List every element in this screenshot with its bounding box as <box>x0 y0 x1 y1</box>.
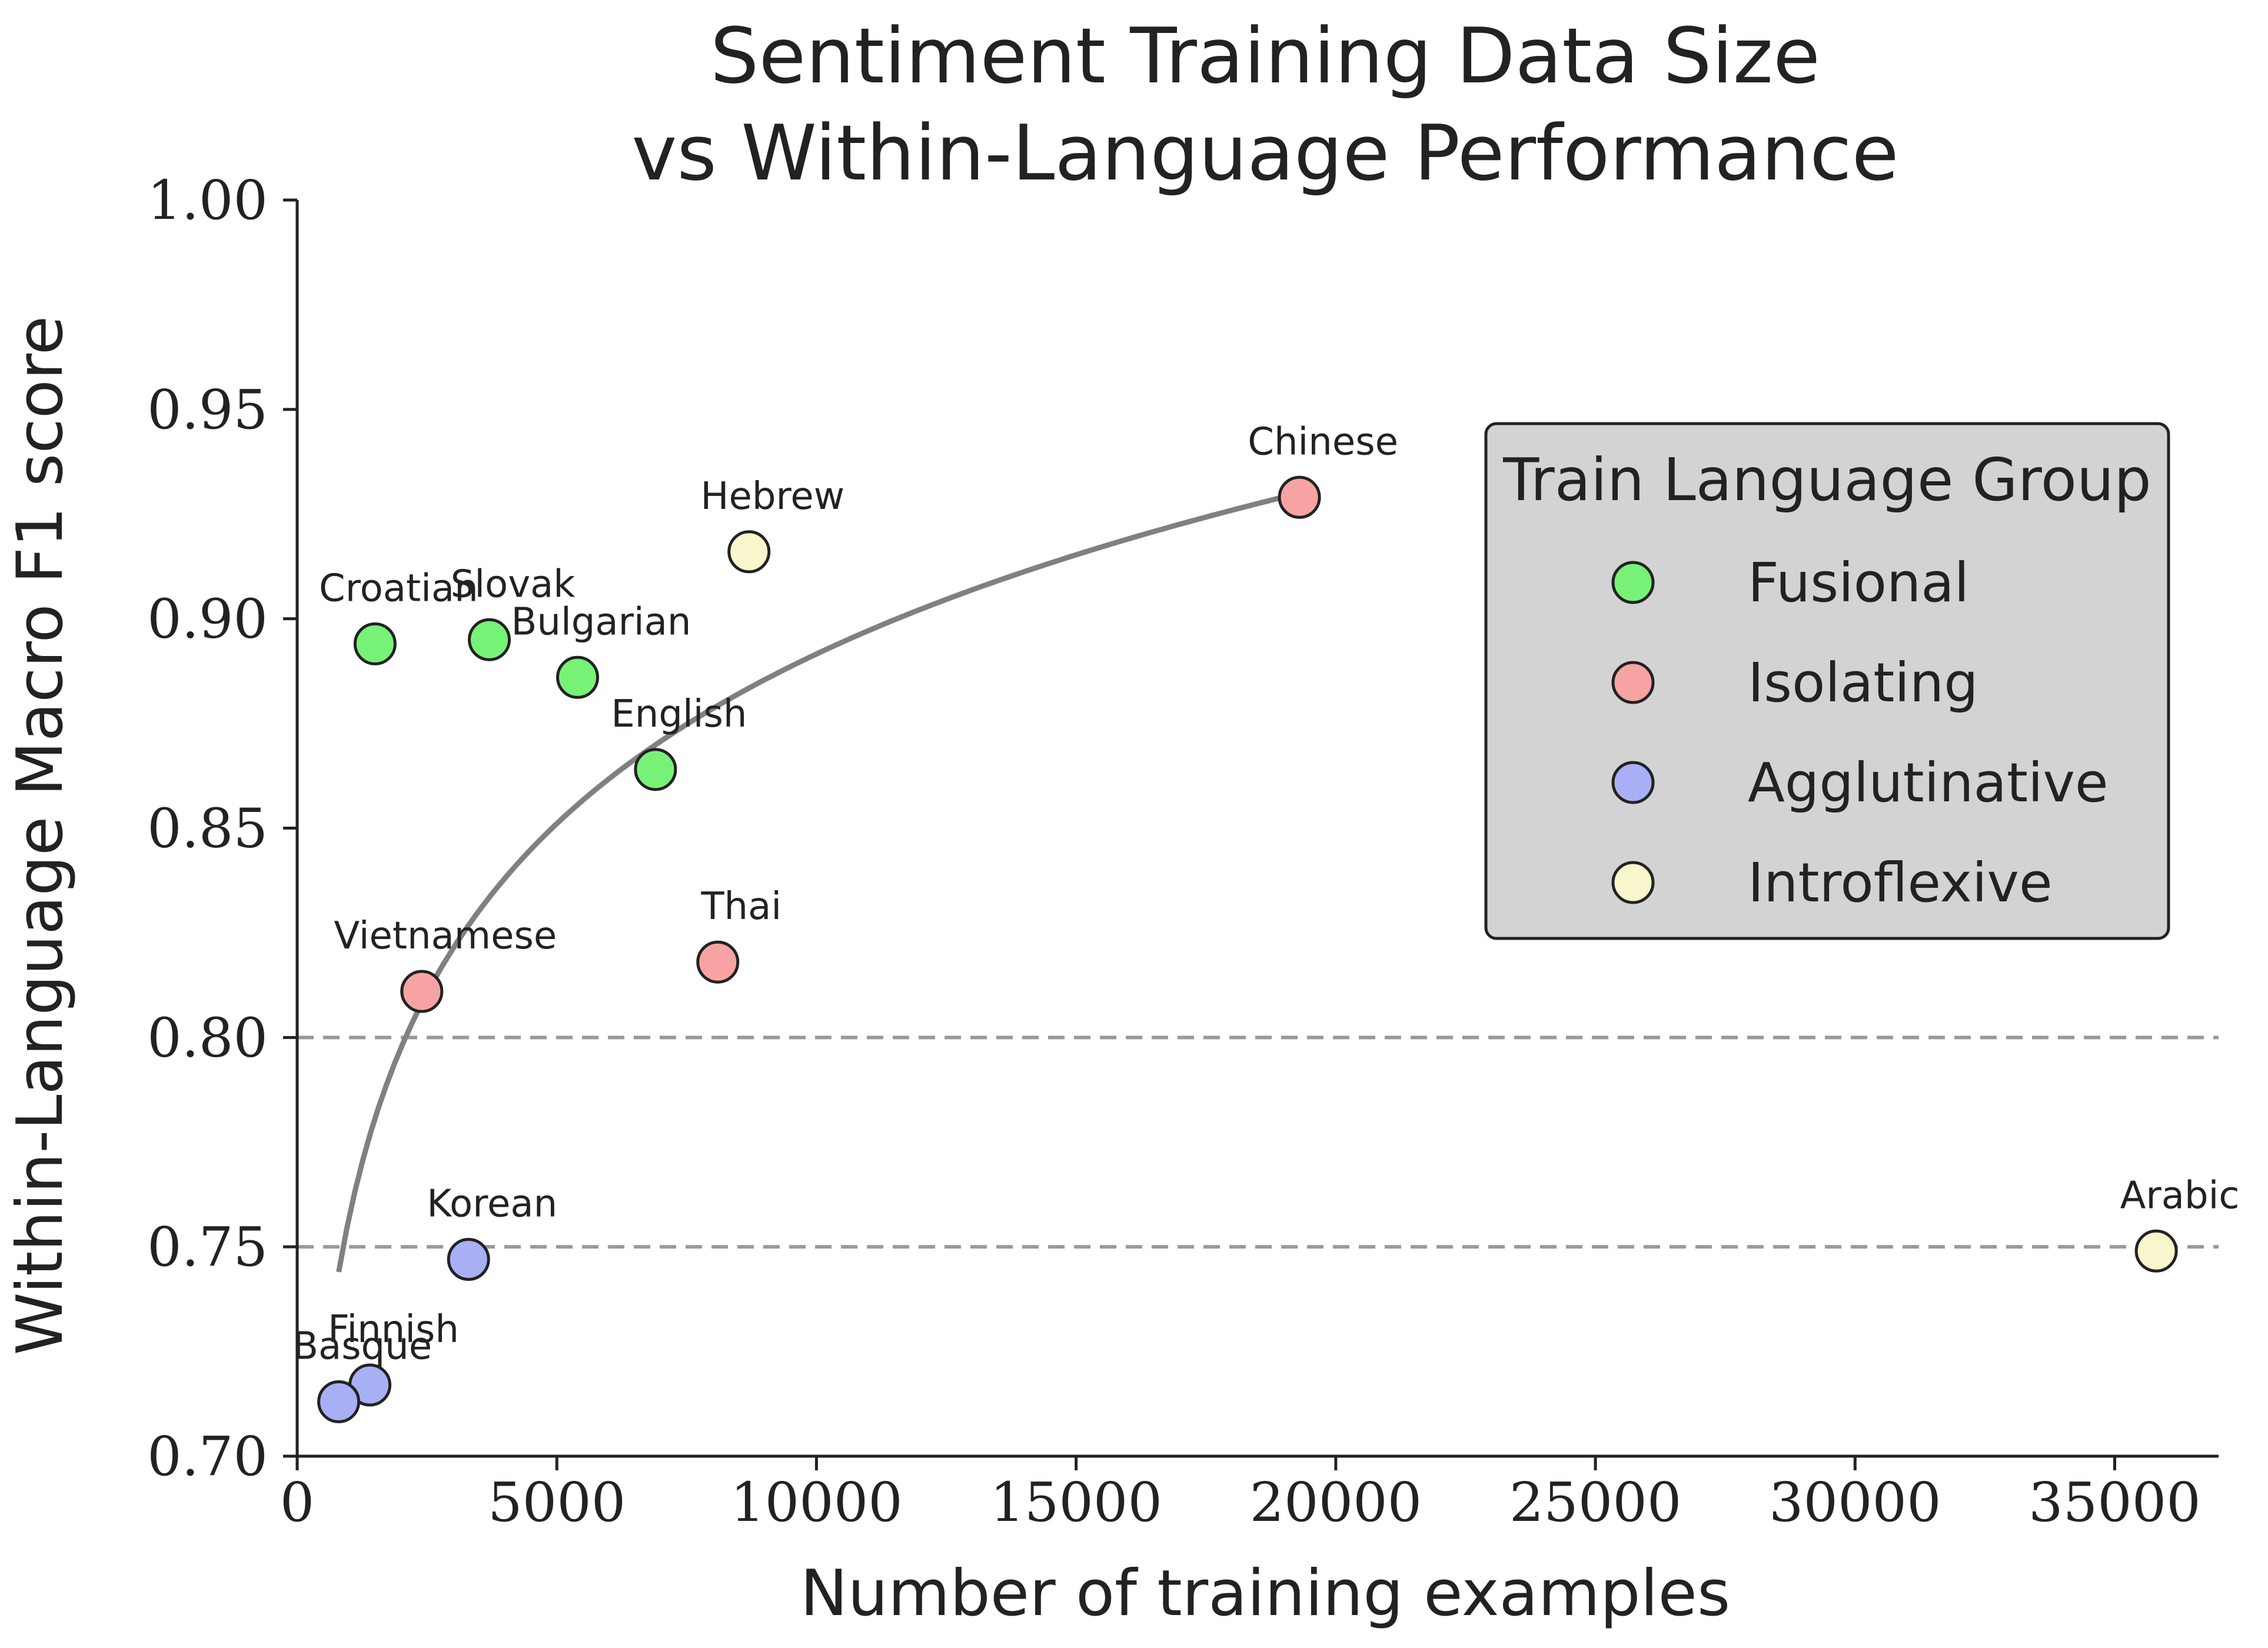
data-point-bulgarian <box>556 655 600 699</box>
data-label-croatian: Croatian <box>319 567 478 610</box>
legend-label-agglutinative: Agglutinative <box>1748 751 2109 814</box>
legend-label-fusional: Fusional <box>1748 551 1969 614</box>
legend-marker-fusional <box>1611 561 1655 604</box>
x-tick-label: 5000 <box>488 1471 626 1534</box>
y-tick-label: 0.90 <box>147 588 268 651</box>
y-tick-label: 0.85 <box>147 797 268 860</box>
x-tick-label: 30000 <box>1769 1471 1941 1534</box>
legend: Train Language Group Fusional Isolating Agg… <box>1484 422 2170 940</box>
data-point-korean <box>447 1238 490 1281</box>
data-label-arabic: Arabic <box>2120 1174 2240 1217</box>
data-point-arabic <box>2134 1229 2178 1273</box>
y-tick-label: 0.80 <box>147 1006 268 1069</box>
data-label-slovak: Slovak <box>451 562 576 606</box>
chart-title: Sentiment Training Data Size vs Within-L… <box>631 11 1898 198</box>
legend-label-introflexive: Introflexive <box>1748 851 2053 914</box>
data-point-croatian <box>353 622 397 665</box>
axes: 0 5000 10000 15000 20000 25000 30000 35000 0.70 0… <box>147 169 2219 1534</box>
reference-lines <box>297 1036 2219 1249</box>
legend-marker-introflexive <box>1611 861 1655 904</box>
data-points <box>317 475 2178 1423</box>
trend-line-group <box>336 490 1301 1273</box>
data-label-korean: Korean <box>427 1183 557 1226</box>
legend-marker-agglutinative <box>1611 761 1655 804</box>
data-label-bulgarian: Bulgarian <box>511 600 691 644</box>
x-axis-title: Number of training examples <box>800 1557 1730 1630</box>
x-tick-label: 10000 <box>730 1471 903 1534</box>
data-label-basque: Basque <box>292 1324 432 1368</box>
data-point-hebrew <box>727 530 771 574</box>
chart-title-line-1: Sentiment Training Data Size <box>710 11 1820 101</box>
x-tick-label: 15000 <box>990 1471 1162 1534</box>
data-label-hebrew: Hebrew <box>700 475 844 518</box>
chart-title-line-2: vs Within-Language Performance <box>631 108 1898 198</box>
data-label-english: English <box>611 693 747 736</box>
data-point-english <box>634 748 677 791</box>
data-label-chinese: Chinese <box>1248 420 1398 464</box>
x-tick-label: 35000 <box>2028 1471 2201 1534</box>
legend-title: Train Language Group <box>1502 445 2151 514</box>
legend-box <box>1484 422 2170 940</box>
y-tick-label: 0.70 <box>147 1425 268 1488</box>
y-tick-label: 0.75 <box>147 1216 268 1279</box>
data-point-chinese <box>1278 475 1321 519</box>
data-point-vietnamese <box>400 970 444 1013</box>
data-point-basque <box>317 1380 361 1423</box>
data-label-finnish: Finnish <box>328 1308 459 1351</box>
x-tick-label: 20000 <box>1250 1471 1422 1534</box>
data-point-slovak <box>468 618 511 661</box>
data-point-thai <box>696 940 740 984</box>
y-axis-title: Within-Language Macro F1 score <box>4 316 77 1356</box>
legend-label-isolating: Isolating <box>1748 651 1978 714</box>
trend-line <box>336 490 1301 1273</box>
y-tick-label: 1.00 <box>147 169 268 232</box>
data-label-vietnamese: Vietnamese <box>334 914 557 958</box>
data-label-thai: Thai <box>700 885 782 928</box>
x-tick-label: 0 <box>280 1471 315 1534</box>
x-tick-label: 25000 <box>1509 1471 1682 1534</box>
y-tick-label: 0.95 <box>147 378 268 441</box>
legend-marker-isolating <box>1611 661 1655 704</box>
